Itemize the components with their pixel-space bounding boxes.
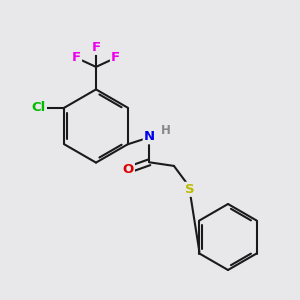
Text: Cl: Cl bbox=[32, 101, 46, 114]
Text: F: F bbox=[111, 51, 120, 64]
Text: O: O bbox=[123, 163, 134, 176]
Text: H: H bbox=[161, 124, 171, 137]
Text: F: F bbox=[72, 51, 81, 64]
Text: N: N bbox=[144, 130, 155, 143]
Text: F: F bbox=[92, 41, 100, 54]
Text: S: S bbox=[185, 183, 194, 196]
